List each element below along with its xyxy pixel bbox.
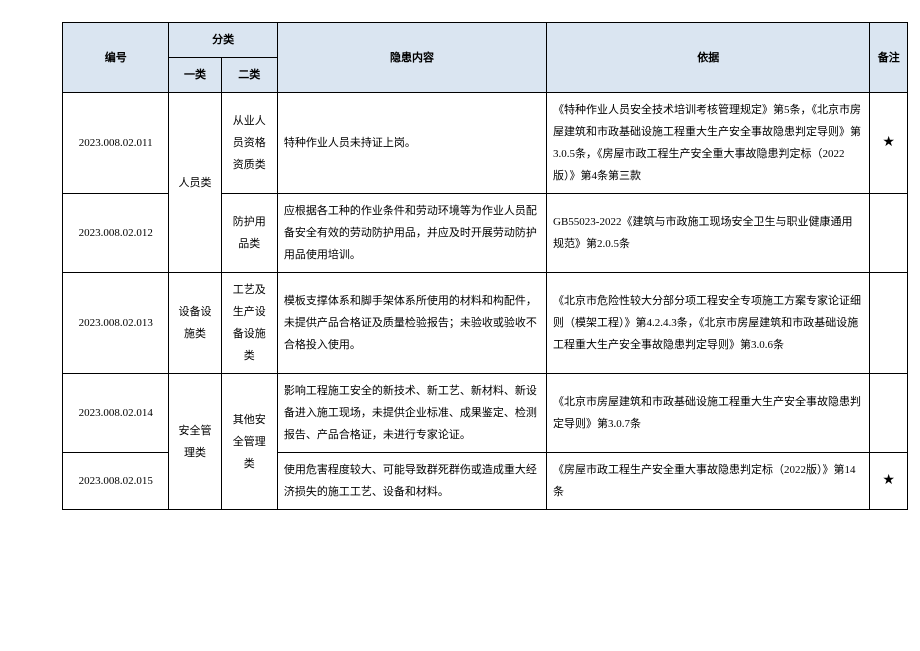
cell-cat2: 工艺及生产设备设施类 [221, 273, 277, 374]
col-cat-group: 分类 [169, 23, 277, 58]
table-row: 2023.008.02.013 设备设施类 工艺及生产设备设施类 模板支撑体系和… [63, 273, 908, 374]
cell-desc: 影响工程施工安全的新技术、新工艺、新材料、新设备进入施工现场，未提供企业标准、成… [277, 374, 546, 453]
cell-id: 2023.008.02.015 [63, 453, 169, 510]
cell-desc: 模板支撑体系和脚手架体系所使用的材料和构配件，未提供产品合格证及质量检验报告；未… [277, 273, 546, 374]
col-basis: 依据 [547, 23, 870, 93]
col-desc: 隐患内容 [277, 23, 546, 93]
cell-id: 2023.008.02.012 [63, 194, 169, 273]
page-container: 编号 分类 隐患内容 依据 备注 一类 二类 2023.008.02.011 人… [0, 0, 920, 651]
cell-cat2: 其他安全管理类 [221, 374, 277, 510]
cell-cat1: 人员类 [169, 93, 221, 273]
cell-desc: 特种作业人员未持证上岗。 [277, 93, 546, 194]
cell-id: 2023.008.02.014 [63, 374, 169, 453]
table-header: 编号 分类 隐患内容 依据 备注 一类 二类 [63, 23, 908, 93]
table-row: 2023.008.02.011 人员类 从业人员资格资质类 特种作业人员未持证上… [63, 93, 908, 194]
cell-basis: 《房屋市政工程生产安全重大事故隐患判定标（2022版）》第14条 [547, 453, 870, 510]
cell-note: ★ [870, 93, 908, 194]
table-row: 2023.008.02.014 安全管理类 其他安全管理类 影响工程施工安全的新… [63, 374, 908, 453]
cell-desc: 应根据各工种的作业条件和劳动环境等为作业人员配备安全有效的劳动防护用品，并应及时… [277, 194, 546, 273]
cell-id: 2023.008.02.011 [63, 93, 169, 194]
col-id: 编号 [63, 23, 169, 93]
cell-basis: 《北京市危险性较大分部分项工程安全专项施工方案专家论证细则（模架工程）》第4.2… [547, 273, 870, 374]
cell-note [870, 374, 908, 453]
cell-note [870, 273, 908, 374]
col-cat1: 一类 [169, 58, 221, 93]
cell-cat1: 设备设施类 [169, 273, 221, 374]
table-body: 2023.008.02.011 人员类 从业人员资格资质类 特种作业人员未持证上… [63, 93, 908, 510]
cell-id: 2023.008.02.013 [63, 273, 169, 374]
cell-cat1: 安全管理类 [169, 374, 221, 510]
cell-basis: 《北京市房屋建筑和市政基础设施工程重大生产安全事故隐患判定导则》第3.0.7条 [547, 374, 870, 453]
cell-basis: GB55023-2022《建筑与市政施工现场安全卫生与职业健康通用规范》第2.0… [547, 194, 870, 273]
cell-note: ★ [870, 453, 908, 510]
col-note: 备注 [870, 23, 908, 93]
cell-cat2: 防护用品类 [221, 194, 277, 273]
cell-cat2: 从业人员资格资质类 [221, 93, 277, 194]
cell-note [870, 194, 908, 273]
hazard-table: 编号 分类 隐患内容 依据 备注 一类 二类 2023.008.02.011 人… [62, 22, 908, 510]
col-cat2: 二类 [221, 58, 277, 93]
cell-basis: 《特种作业人员安全技术培训考核管理规定》第5条，《北京市房屋建筑和市政基础设施工… [547, 93, 870, 194]
cell-desc: 使用危害程度较大、可能导致群死群伤或造成重大经济损失的施工工艺、设备和材料。 [277, 453, 546, 510]
